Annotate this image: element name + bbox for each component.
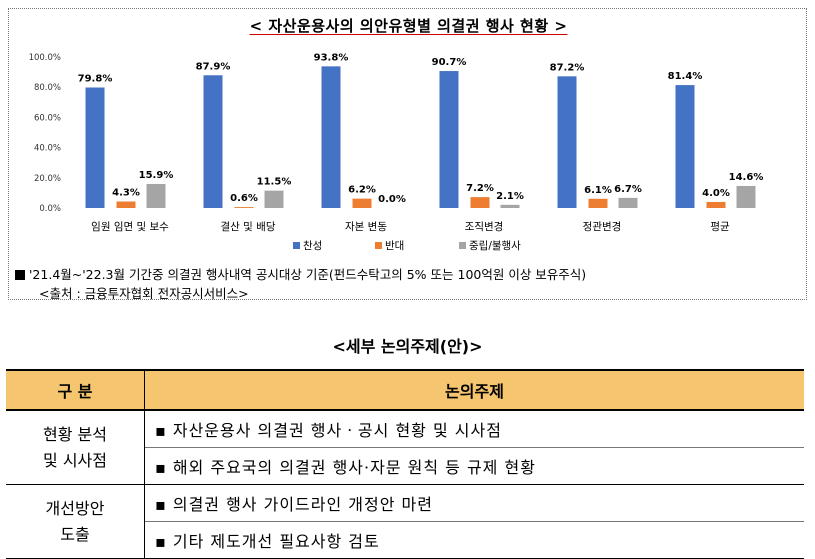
data-label: 11.5% [257,177,292,188]
data-label: 0.6% [230,193,258,204]
table-row: ▪ 기타 제도개선 필요사항 검토 [6,521,804,559]
chart-title: < 자산운용사의 의안유형별 의결권 행사 현황 > [249,17,568,35]
bar-0 [439,71,459,208]
chart-panel: < 자산운용사의 의안유형별 의결권 행사 현황 > 0.0% 20.0% 40.0… [8,8,807,301]
legend-swatch [375,242,382,249]
topic-cell: ▪ 자산운용사 의결권 행사ㆍ공시 현황 및 시사점 [144,410,804,448]
topic-cell: ▪ 해외 주요국의 의결권 행사·자문 원칙 등 규제 현황 [144,447,804,485]
category-label: 임원 임면 및 보수 [91,220,169,233]
data-label: 90.7% [432,57,467,68]
bullet-icon: ▪ [155,421,167,440]
period-note: '21.4월~'22.3월 기간중 의결권 행사내역 공시대상 기준(펀드수탁고… [15,264,586,283]
bar-1 [706,201,726,208]
data-label: 4.3% [112,188,140,199]
table-row: ▪ 해외 주요국의 의결권 행사·자문 원칙 등 규제 현황 [6,447,804,485]
bar-0 [675,85,695,208]
table-row: 개선방안 도출 ▪ 의결권 행사 가이드라인 개정안 마련 [6,484,804,559]
bar-0 [203,75,223,208]
category-label: 결산 및 배당 [221,221,276,233]
source-note: <출처 : 금융투자협회 전자공시서비스> [39,286,249,301]
category-label: 평균 [710,221,730,233]
bar-1 [234,207,254,208]
y-tick-label: 60.0% [34,113,61,123]
category-label: 자본 변동 [345,221,387,233]
bar-2 [146,183,166,208]
bullet-icon: ▪ [155,458,167,477]
data-label: 6.1% [584,185,612,196]
y-tick-label: 100.0% [29,53,61,63]
legend-swatch [459,242,466,249]
data-label: 7.2% [466,183,494,194]
legend-swatch [293,242,300,249]
bar-2 [618,197,638,208]
header-category: 구 분 [6,369,145,411]
y-tick-label: 80.0% [34,83,61,93]
category-cell: 현황 분석 및 시사점 [6,410,145,485]
bar-0 [85,87,105,208]
bar-1 [470,197,490,208]
legend-label: 중립/불행사 [469,239,521,252]
y-tick-label: 20.0% [34,174,61,184]
data-label: 93.8% [314,52,349,63]
bar-2 [736,185,756,208]
category-label: 정관변경 [583,220,622,233]
data-label: 87.2% [550,62,585,73]
data-label: 15.9% [139,170,174,181]
legend-label: 찬성 [303,240,322,252]
table-row: 현황 분석 및 시사점 ▪ 자산운용사 의결권 행사ㆍ공시 현황 및 시사점 [6,410,804,485]
topic-cell: ▪ 기타 제도개선 필요사항 검토 [144,521,804,559]
bar-chart: 0.0% 20.0% 40.0% 60.0% 80.0% 100.0% 79.8% 4.3% 1… [29,52,764,252]
bar-1 [116,201,136,208]
bullet-icon: ▪ [155,495,167,514]
y-tick-label: 0.0% [39,204,61,214]
bar-2 [264,190,284,208]
square-bullet-icon [15,270,25,280]
data-label: 87.9% [196,61,231,72]
header-topic: 논의주제 [144,369,804,411]
data-label: 81.4% [668,71,703,82]
data-label: 6.7% [614,184,642,195]
data-label: 79.8% [78,74,113,85]
topics-table: 구 분 논의주제 현황 분석 및 시사점 ▪ 자산운용사 의결권 행사ㆍ공시 현황 … [6,369,804,559]
data-label: 2.1% [496,191,524,202]
bullet-icon: ▪ [155,532,167,551]
category-label: 조직변경 [465,220,504,233]
bar-0 [321,66,341,208]
bar-2 [500,204,520,208]
topic-cell: ▪ 의결권 행사 가이드라인 개정안 마련 [144,484,804,522]
legend-label: 반대 [385,240,404,252]
y-tick-label: 40.0% [34,144,61,154]
section-title: <세부 논의주제(안)> [332,337,483,356]
bar-1 [352,198,372,208]
category-cell: 개선방안 도출 [6,484,145,559]
bar-0 [557,76,577,208]
data-label: 4.0% [702,188,730,199]
data-label: 0.0% [378,194,406,205]
data-label: 14.6% [729,172,764,183]
data-label: 6.2% [348,185,376,196]
bar-1 [588,198,608,208]
